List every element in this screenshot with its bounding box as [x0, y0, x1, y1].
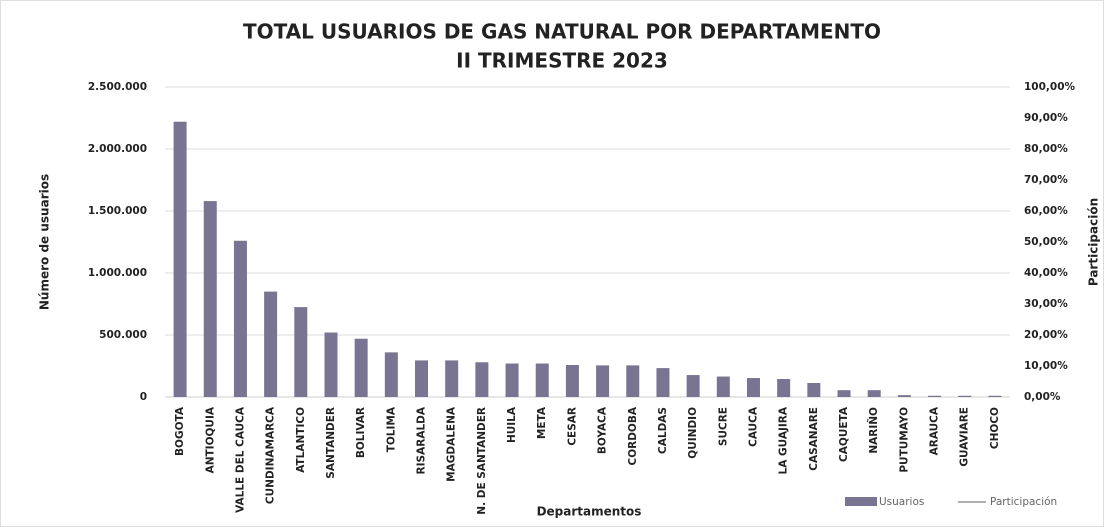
bar [535, 363, 549, 397]
y-tick-label: 500.000 [99, 329, 147, 341]
y2-tick-label: 90,00% [1024, 112, 1068, 124]
x-tick-label: RISARALDA [416, 406, 428, 474]
bar [565, 365, 579, 397]
bar [656, 368, 670, 397]
x-tick-label: HUILA [506, 406, 518, 443]
bar [807, 382, 821, 397]
x-tick-label: MAGDALENA [446, 406, 458, 482]
bar [958, 395, 972, 397]
bar [294, 307, 308, 397]
bar [445, 360, 459, 397]
x-tick-label: BOYACA [597, 406, 609, 454]
bar [686, 375, 700, 397]
bar [475, 362, 489, 397]
x-tick-label: LA GUAJIRA [778, 406, 790, 474]
y2-tick-label: 10,00% [1024, 360, 1068, 372]
legend-label: Participación [990, 496, 1057, 508]
x-tick-label: GUAVIARE [959, 407, 971, 467]
x-tick-label: TOLIMA [385, 406, 397, 452]
bar [384, 352, 398, 397]
bar [837, 390, 851, 397]
bar [505, 363, 519, 397]
bar [264, 291, 278, 397]
y-tick-label: 2.000.000 [88, 143, 147, 155]
x-tick-label: META [536, 406, 548, 439]
legend-swatch [845, 497, 877, 506]
y-tick-label: 1.500.000 [88, 205, 147, 217]
y2-tick-label: 100,00% [1024, 81, 1076, 93]
y-tick-label: 2.500.000 [88, 81, 147, 93]
chart-title: TOTAL USUARIOS DE GAS NATURAL POR DEPART… [243, 20, 881, 44]
x-tick-label: CORDOBA [627, 406, 639, 465]
bar [324, 332, 338, 397]
bar [867, 390, 881, 397]
x-tick-label: SUCRE [717, 407, 729, 446]
y2-tick-label: 80,00% [1024, 143, 1068, 155]
bar [233, 240, 247, 397]
bar [354, 338, 368, 397]
y2-tick-label: 60,00% [1024, 205, 1068, 217]
x-tick-label: SANTANDER [325, 407, 337, 479]
x-tick-label: CAUCA [747, 406, 759, 447]
chart-subtitle: II TRIMESTRE 2023 [456, 49, 668, 73]
x-axis-label: Departamentos [537, 505, 642, 519]
bar [988, 395, 1002, 397]
x-tick-label: CASANARE [808, 407, 820, 471]
x-tick-label: ARAUCA [929, 406, 941, 455]
bar [897, 395, 911, 397]
y2-tick-label: 40,00% [1024, 267, 1068, 279]
x-tick-label: CALDAS [657, 407, 669, 454]
x-tick-label: CAQUETA [838, 406, 850, 462]
x-tick-label: CESAR [566, 407, 578, 446]
y2-tick-label: 0,00% [1024, 391, 1061, 403]
x-tick-label: N. DE SANTANDER [476, 407, 488, 515]
bar [203, 201, 217, 397]
bar [415, 360, 429, 397]
x-tick-label: PUTUMAYO [898, 407, 910, 473]
y2-tick-label: 30,00% [1024, 298, 1068, 310]
bar [746, 378, 760, 397]
bar [777, 379, 791, 397]
y-tick-label: 1.000.000 [88, 267, 147, 279]
x-tick-label: BOGOTA [174, 406, 186, 456]
x-tick-label: VALLE DEL CAUCA [234, 406, 246, 513]
x-tick-label: CUNDINAMARCA [265, 406, 277, 504]
y2-tick-label: 70,00% [1024, 174, 1068, 186]
y2-axis-label: Participación [1087, 198, 1101, 286]
legend-label: Usuarios [879, 496, 924, 508]
bar [173, 121, 187, 397]
x-tick-label: CHOCO [989, 407, 1001, 449]
bar [596, 365, 610, 397]
x-tick-label: ATLANTICO [295, 407, 307, 473]
bar [716, 376, 730, 397]
x-tick-label: QUINDIO [687, 407, 699, 459]
y2-tick-label: 20,00% [1024, 329, 1068, 341]
y2-tick-label: 50,00% [1024, 236, 1068, 248]
y-axis-label: Número de usuarios [38, 174, 52, 310]
x-tick-label: BOLIVAR [355, 407, 367, 458]
y-tick-label: 0 [140, 391, 147, 403]
bar [928, 395, 942, 397]
bar [626, 365, 640, 397]
x-tick-label: ANTIOQUIA [204, 406, 216, 473]
x-tick-label: NARIÑO [867, 407, 880, 454]
